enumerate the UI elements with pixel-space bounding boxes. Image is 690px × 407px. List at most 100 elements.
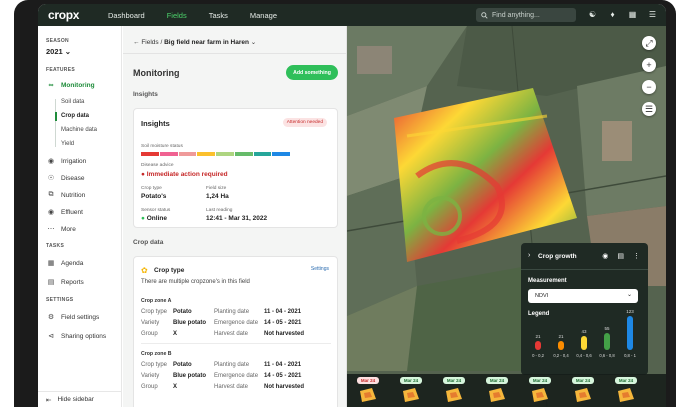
- disease-advice-value: ● Immediate action required: [141, 171, 228, 178]
- chevron-down-icon: ⌄: [626, 292, 632, 298]
- top-icons: ☯ ♦ ▦ ☰: [587, 9, 658, 21]
- emergence-date-val: 14 - 05 - 2021: [264, 320, 302, 326]
- sidebar-item-nutrition[interactable]: ⧉ Nutrition: [46, 191, 86, 199]
- timeline-thumbnail[interactable]: Mar 24: [613, 377, 639, 404]
- disease-advice-label: Disease advice: [141, 163, 174, 168]
- sidebar-item-field-settings[interactable]: ⚙ Field settings: [46, 313, 100, 322]
- add-something-button[interactable]: Add something: [286, 65, 338, 80]
- sidebar-item-label: Disease: [61, 174, 85, 182]
- sidebar-sub-yield[interactable]: Yield: [61, 141, 75, 147]
- app-logo: cropx: [48, 8, 80, 22]
- zoom-in-icon[interactable]: +: [642, 58, 656, 72]
- timeline-thumbnail[interactable]: Mar 24: [355, 377, 381, 404]
- sidebar-item-reports[interactable]: ▤ Reports: [46, 278, 84, 287]
- season-label: SEASON: [46, 38, 69, 44]
- bell-icon[interactable]: ♦: [610, 10, 615, 19]
- timeline-thumbnail[interactable]: Mar 24: [441, 377, 467, 404]
- harvest-date-val: Not harvested: [264, 384, 305, 390]
- settings-link[interactable]: Settings: [310, 266, 329, 272]
- legend-range: 0 - 0,2: [532, 353, 544, 358]
- chevron-down-icon: ⌄: [64, 47, 72, 56]
- status-badge: Attention needed: [282, 118, 327, 127]
- sidebar-item-label: Field settings: [61, 313, 100, 321]
- crop-type-label: Crop type: [141, 186, 162, 191]
- harvest-date-key: Harvest date: [214, 384, 249, 390]
- field-thumbnail-icon: [360, 388, 376, 402]
- divider: [123, 53, 346, 54]
- layers-icon[interactable]: ☰: [642, 102, 656, 116]
- satellite-map[interactable]: ⤢ + − ☰ › Crop growth ◉ ▤ ⋮ Measurement …: [347, 26, 666, 407]
- harvest-date-key: Harvest date: [214, 331, 249, 337]
- legend-bar: [627, 316, 633, 350]
- back-arrow-icon[interactable]: ←: [133, 39, 140, 46]
- moisture-segment: [234, 152, 253, 156]
- sidebar-item-more[interactable]: ⋯ More: [46, 225, 76, 234]
- legend-bar: [558, 340, 564, 350]
- breadcrumb-root[interactable]: Fields: [141, 39, 159, 46]
- lock-icon[interactable]: ▤: [617, 253, 624, 260]
- timeline-thumbnail[interactable]: Mar 24: [527, 377, 553, 404]
- sidebar-item-monitoring[interactable]: ∞ Monitoring: [46, 82, 95, 89]
- sidebar-item-disease[interactable]: ☉ Disease: [46, 174, 85, 183]
- nutrition-icon: ⧉: [48, 191, 54, 198]
- field-thumbnail-icon: [618, 388, 634, 402]
- nav-tasks[interactable]: Tasks: [208, 10, 228, 20]
- insights-card: Insights Attention needed Soil moisture …: [133, 108, 338, 228]
- timeline-date-badge: Mar 24: [529, 377, 551, 384]
- fullscreen-icon[interactable]: ⤢: [642, 36, 656, 50]
- variety-key: Variety: [141, 373, 160, 379]
- search-input[interactable]: Find anything...: [492, 11, 540, 19]
- crop-type-key: Crop type: [141, 309, 168, 315]
- legend-count: 21: [535, 333, 541, 339]
- menu-icon[interactable]: ☰: [648, 10, 657, 19]
- map-imagery: [347, 26, 666, 407]
- crop-type-card: ✿ Crop type Settings There are multiple …: [133, 256, 338, 407]
- legend-label: Legend: [528, 311, 550, 317]
- crop-icon: ✿: [141, 266, 148, 275]
- sidebar-item-agenda[interactable]: ▦ Agenda: [46, 259, 84, 268]
- cropzone-note: There are multiple cropzone's in this fi…: [141, 279, 250, 285]
- user-icon[interactable]: ☯: [588, 10, 597, 19]
- legend-bar: [604, 332, 610, 350]
- share-icon: ⊲: [48, 333, 54, 340]
- gear-icon: ⚙: [47, 314, 55, 321]
- moisture-segment: [253, 152, 272, 156]
- emergence-date-key: Emergence date: [214, 320, 259, 326]
- sidebar-item-effluent[interactable]: ◉ Effluent: [46, 208, 83, 217]
- crop-type-val: Potato: [173, 362, 192, 368]
- eye-icon[interactable]: ◉: [602, 253, 609, 260]
- sidebar-sub-machine-data[interactable]: Machine data: [61, 127, 98, 133]
- legend-bar: [535, 340, 541, 350]
- group-key: Group: [141, 384, 158, 390]
- sidebar-item-sharing-options[interactable]: ⊲ Sharing options: [46, 332, 107, 341]
- sensor-status-value: ● Online: [141, 215, 167, 222]
- breadcrumb-current[interactable]: Big field near farm in Haren: [164, 39, 249, 46]
- chevron-down-icon[interactable]: ⌄: [250, 39, 257, 46]
- timeline-thumbnail[interactable]: Mar 24: [398, 377, 424, 404]
- reports-icon: ▤: [47, 279, 55, 286]
- sidebar-item-irrigation[interactable]: ◉ Irrigation: [46, 157, 86, 166]
- chevron-right-icon[interactable]: ›: [528, 252, 531, 259]
- variety-val: Blue potato: [173, 373, 206, 379]
- zoom-out-icon[interactable]: −: [642, 80, 656, 94]
- sidebar-sub-crop-data[interactable]: Crop data: [61, 113, 90, 119]
- timeline-thumbnail[interactable]: Mar 24: [570, 377, 596, 404]
- measurement-label: Measurement: [528, 278, 567, 284]
- page-title: Monitoring: [133, 68, 180, 78]
- nav-manage[interactable]: Manage: [249, 10, 277, 20]
- nav-dashboard[interactable]: Dashboard: [108, 10, 145, 20]
- timeline-thumbnail[interactable]: Mar 24: [484, 377, 510, 404]
- season-select[interactable]: 2021 ⌄: [46, 47, 71, 56]
- crop-zone-title: Crop zone B: [141, 351, 172, 357]
- search-bar[interactable]: Find anything...: [476, 8, 576, 22]
- calendar-icon[interactable]: ▦: [628, 10, 637, 19]
- nav-fields[interactable]: Fields: [166, 10, 187, 20]
- planting-date-key: Planting date: [214, 309, 250, 315]
- hide-sidebar-button[interactable]: ⇤ Hide sidebar: [38, 391, 122, 407]
- measurement-select[interactable]: NDVI ⌄: [528, 289, 638, 303]
- crop-type-value: Potato's: [141, 193, 167, 200]
- sidebar-item-label: Sharing options: [61, 332, 107, 340]
- sidebar-sub-soil-data[interactable]: Soil data: [61, 99, 85, 105]
- crop-type-card-title: Crop type: [154, 267, 185, 274]
- more-vertical-icon[interactable]: ⋮: [633, 253, 640, 260]
